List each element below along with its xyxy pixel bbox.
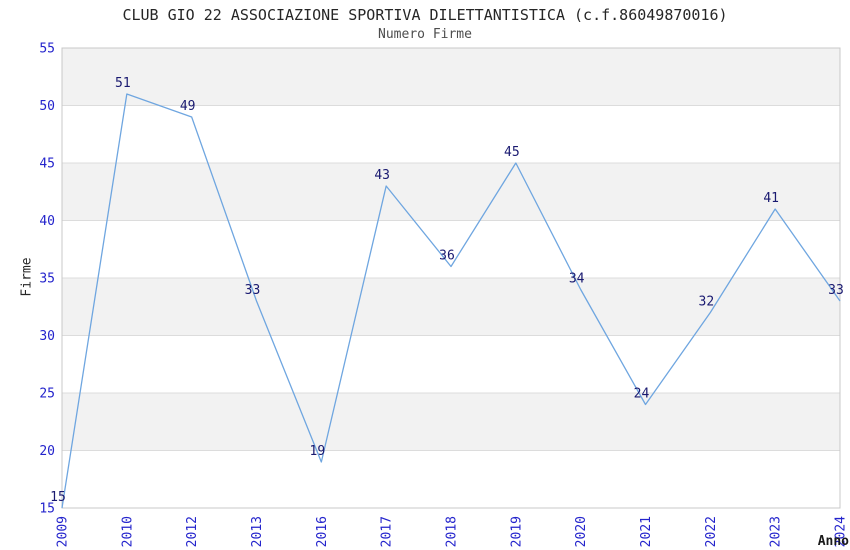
data-line bbox=[61, 93, 841, 509]
x-tick-label: 2012 bbox=[185, 516, 200, 547]
x-tick-label: 2022 bbox=[704, 516, 719, 547]
y-tick-label: 45 bbox=[39, 157, 55, 172]
plot-band bbox=[62, 450, 840, 508]
y-axis-title: Firme bbox=[19, 257, 35, 297]
x-axis-title: Anno bbox=[817, 534, 849, 549]
plot-band bbox=[62, 220, 840, 278]
x-tick-label: 2023 bbox=[769, 516, 784, 547]
plot-band bbox=[62, 48, 840, 106]
y-tick-label: 15 bbox=[39, 502, 55, 517]
data-point-label: 36 bbox=[439, 249, 455, 264]
x-tick-label: 2024 bbox=[834, 516, 849, 547]
y-tick-label: 30 bbox=[39, 329, 55, 344]
data-point-label: 51 bbox=[115, 76, 131, 91]
x-tick-label: 2020 bbox=[574, 516, 589, 547]
y-tick-label: 20 bbox=[39, 444, 55, 459]
data-point-label: 33 bbox=[245, 283, 261, 298]
data-point-label: 15 bbox=[50, 490, 66, 505]
data-point-label: 43 bbox=[374, 168, 390, 183]
plot-band bbox=[62, 105, 840, 163]
plot-band bbox=[62, 278, 840, 336]
data-point-label: 34 bbox=[569, 272, 585, 287]
y-tick-label: 55 bbox=[39, 42, 55, 57]
chart-subtitle: Numero Firme bbox=[378, 27, 472, 42]
x-tick-label: 2018 bbox=[445, 516, 460, 547]
plot-band bbox=[62, 163, 840, 221]
x-tick-label: 2017 bbox=[380, 516, 395, 547]
data-point-label: 45 bbox=[504, 145, 520, 160]
y-tick-label: 40 bbox=[39, 214, 55, 229]
data-point-label: 49 bbox=[180, 99, 196, 114]
y-tick-label: 25 bbox=[39, 387, 55, 402]
x-tick-label: 2016 bbox=[315, 516, 330, 547]
y-tick-label: 50 bbox=[39, 99, 55, 114]
y-tick-label: 35 bbox=[39, 272, 55, 287]
x-tick-label: 2009 bbox=[56, 516, 71, 547]
chart-title: CLUB GIO 22 ASSOCIAZIONE SPORTIVA DILETT… bbox=[122, 6, 728, 24]
x-tick-label: 2013 bbox=[250, 516, 265, 547]
plot-border bbox=[61, 47, 841, 509]
data-point-label: 41 bbox=[763, 191, 779, 206]
plot-band bbox=[62, 335, 840, 393]
data-point-label: 19 bbox=[310, 444, 326, 459]
data-point-label: 33 bbox=[828, 283, 844, 298]
x-tick-label: 2019 bbox=[509, 516, 524, 547]
plot-band bbox=[62, 393, 840, 451]
x-tick-label: 2021 bbox=[639, 516, 654, 547]
x-tick-label: 2010 bbox=[120, 516, 135, 547]
data-point-label: 24 bbox=[634, 387, 650, 402]
data-point-label: 32 bbox=[699, 295, 715, 310]
